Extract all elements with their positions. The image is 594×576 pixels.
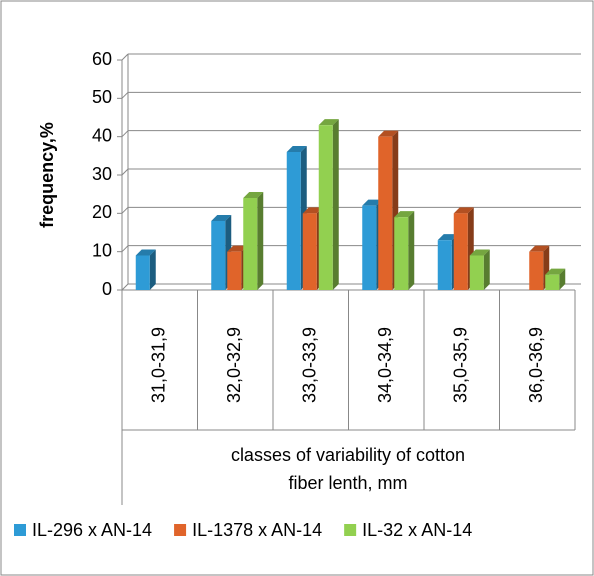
bar-top [378, 130, 399, 137]
bar-top [243, 192, 264, 198]
bar-side [483, 249, 490, 290]
bar-top [286, 146, 307, 152]
bar-top [318, 119, 339, 126]
legend-swatch [174, 524, 187, 536]
x-tick-label: 35,0-35,9 [451, 327, 471, 403]
grid-line [121, 283, 129, 291]
x-tick-label: 33,0-33,9 [300, 327, 320, 403]
bar-top [545, 268, 566, 275]
bar-side [149, 249, 156, 290]
bar [302, 213, 317, 290]
bar [243, 198, 258, 290]
legend-swatch [344, 524, 357, 536]
bar [227, 251, 242, 290]
bar [529, 251, 544, 290]
x-tick-label: 32,0-32,9 [224, 327, 244, 403]
bar [135, 255, 150, 290]
legend-label: IL-32 x AN-14 [362, 520, 472, 540]
bar-top [302, 207, 323, 214]
y-tick-label: 50 [92, 87, 112, 107]
legend-label: IL-1378 x AN-14 [192, 520, 322, 540]
bar [394, 217, 409, 290]
grid-line [121, 53, 129, 61]
x-axis-title: classes of variability of cotton [231, 445, 465, 465]
bar [545, 274, 560, 290]
y-tick-label: 30 [92, 164, 112, 184]
legend-swatch [14, 524, 26, 536]
grid-line [121, 91, 129, 99]
legend-label: IL-296 x AN-14 [32, 520, 152, 540]
bar-side [332, 119, 339, 291]
bar-top [469, 249, 490, 256]
bar-top [529, 245, 550, 252]
y-axis-title: frequency,% [37, 122, 57, 228]
bar-side [408, 211, 415, 290]
bar-top [453, 207, 474, 214]
bar [286, 152, 301, 290]
bar-top [437, 234, 458, 241]
bar [453, 213, 468, 290]
bar [437, 240, 452, 290]
y-tick-label: 20 [92, 202, 112, 222]
x-tick-label: 31,0-31,9 [149, 327, 169, 403]
bar-top [362, 199, 383, 206]
bar-side [257, 192, 264, 290]
grid-line [121, 206, 129, 214]
bar [318, 125, 333, 291]
grid-line [121, 168, 129, 176]
y-tick-label: 40 [92, 125, 112, 145]
y-tick-label: 10 [92, 240, 112, 260]
bar [362, 205, 377, 290]
y-tick-label: 60 [92, 49, 112, 69]
bar [378, 136, 393, 290]
x-axis-title: fiber lenth, mm [288, 473, 407, 493]
bar-side [559, 268, 566, 290]
bar-top [211, 215, 232, 221]
x-tick-label: 34,0-34,9 [375, 327, 395, 403]
grid-line [121, 245, 129, 253]
bar [469, 255, 484, 290]
y-tick-label: 0 [102, 279, 112, 299]
bar-top [135, 249, 156, 256]
x-tick-label: 36,0-36,9 [526, 327, 546, 403]
bar-top [394, 211, 415, 218]
bar-top [227, 245, 248, 252]
bar [211, 221, 226, 290]
grid-line [121, 130, 129, 138]
